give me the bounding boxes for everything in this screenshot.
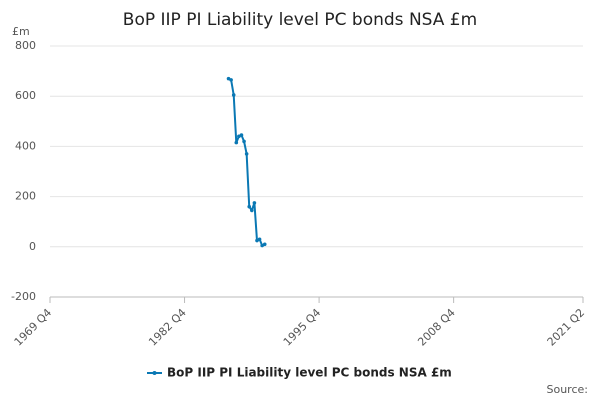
legend-marker [152, 371, 157, 375]
x-tick-label: 1982 Q4 [146, 306, 189, 349]
y-tick-label: 0 [29, 240, 36, 253]
chart-title: BoP IIP PI Liability level PC bonds NSA … [123, 10, 477, 30]
y-tick-label: -200 [11, 290, 36, 303]
data-point [234, 140, 239, 145]
x-tick-label: 1969 Q4 [12, 306, 55, 349]
data-point [247, 204, 252, 209]
y-tick-label: 400 [15, 139, 36, 152]
data-point [252, 201, 257, 205]
y-tick-label: 800 [15, 39, 36, 52]
y-tick-label: 200 [15, 190, 36, 203]
data-point [244, 152, 249, 156]
data-point [239, 133, 244, 137]
data-point [231, 93, 236, 97]
data-point [257, 237, 262, 242]
x-tick-label: 2021 Q2 [545, 306, 588, 349]
data-point [262, 242, 267, 247]
data-line [228, 77, 266, 247]
data-point [229, 78, 233, 82]
source: Source: [547, 383, 589, 396]
legend-label: BoP IIP PI Liability level PC bonds NSA … [167, 366, 452, 380]
x-tick-label: 1995 Q4 [281, 306, 324, 349]
x-tick-label: 2008 Q4 [415, 306, 458, 349]
data-point [250, 208, 254, 213]
y-axis-label: £m [12, 25, 30, 38]
data-point [242, 139, 246, 144]
y-tick-label: 600 [15, 89, 36, 102]
